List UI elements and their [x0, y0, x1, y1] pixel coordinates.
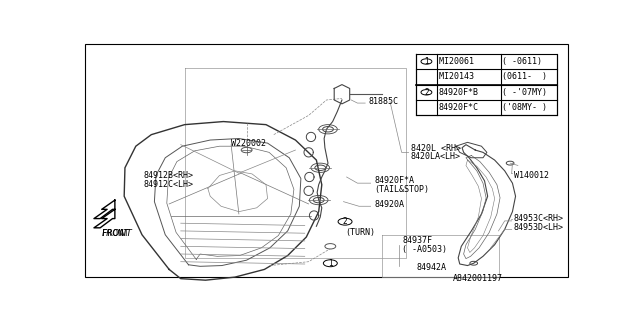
- Text: 84920F*C: 84920F*C: [439, 103, 479, 112]
- Text: MI20143: MI20143: [439, 72, 479, 81]
- Text: 84912C<LH>: 84912C<LH>: [143, 180, 193, 189]
- Text: 2: 2: [424, 88, 429, 97]
- Text: 1: 1: [328, 259, 333, 268]
- Text: 2: 2: [342, 217, 348, 226]
- Text: 84937F: 84937F: [403, 236, 433, 245]
- Text: 84920F*A: 84920F*A: [374, 176, 415, 185]
- Text: FRONT: FRONT: [102, 229, 129, 238]
- Text: 8420L <RH>: 8420L <RH>: [411, 144, 461, 153]
- Text: MI20061: MI20061: [439, 57, 479, 66]
- Text: (0611-  ): (0611- ): [502, 72, 547, 81]
- Text: FRONT: FRONT: [102, 229, 132, 238]
- Text: 84942A: 84942A: [417, 263, 446, 272]
- Text: ('08MY- ): ('08MY- ): [502, 103, 547, 112]
- Text: ( -'07MY): ( -'07MY): [502, 88, 547, 97]
- Text: 84920A: 84920A: [374, 200, 404, 209]
- Text: 8420LA<LH>: 8420LA<LH>: [411, 152, 461, 162]
- Text: (TURN): (TURN): [345, 228, 375, 237]
- Text: W220002: W220002: [231, 139, 266, 148]
- Text: 84920F*B: 84920F*B: [439, 88, 479, 97]
- Text: ( -0611): ( -0611): [502, 57, 542, 66]
- Text: 81885C: 81885C: [368, 97, 398, 106]
- Text: A842001197: A842001197: [452, 274, 502, 283]
- Text: 84953D<LH>: 84953D<LH>: [514, 222, 564, 232]
- Text: 84912B<RH>: 84912B<RH>: [143, 171, 193, 180]
- Text: 84953C<RH>: 84953C<RH>: [514, 214, 564, 223]
- Text: (TAIL&STOP): (TAIL&STOP): [374, 185, 429, 194]
- Text: ( -A0503): ( -A0503): [403, 245, 447, 254]
- Text: 1: 1: [424, 57, 429, 66]
- Text: W140012: W140012: [514, 171, 549, 180]
